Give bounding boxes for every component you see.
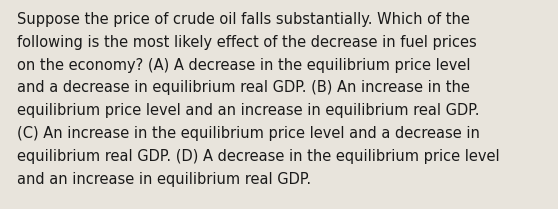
Text: equilibrium real GDP. (D) A decrease in the equilibrium price level: equilibrium real GDP. (D) A decrease in …: [17, 149, 499, 164]
Text: and a decrease in equilibrium real GDP. (B) An increase in the: and a decrease in equilibrium real GDP. …: [17, 80, 470, 95]
Text: Suppose the price of crude oil falls substantially. Which of the: Suppose the price of crude oil falls sub…: [17, 12, 470, 27]
Text: (C) An increase in the equilibrium price level and a decrease in: (C) An increase in the equilibrium price…: [17, 126, 480, 141]
Text: on the economy? (A) A decrease in the equilibrium price level: on the economy? (A) A decrease in the eq…: [17, 58, 470, 73]
Text: and an increase in equilibrium real GDP.: and an increase in equilibrium real GDP.: [17, 172, 311, 187]
Text: following is the most likely effect of the decrease in fuel prices: following is the most likely effect of t…: [17, 35, 477, 50]
Text: equilibrium price level and an increase in equilibrium real GDP.: equilibrium price level and an increase …: [17, 103, 479, 118]
